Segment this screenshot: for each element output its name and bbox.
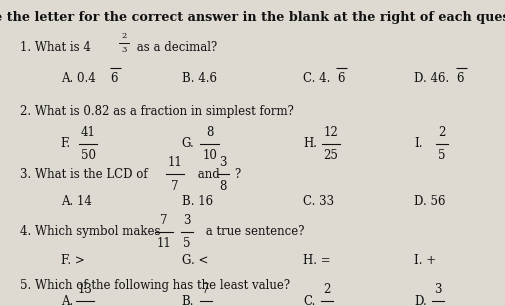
Text: 41: 41: [81, 126, 96, 139]
Text: D. 46.: D. 46.: [414, 72, 449, 84]
Text: 2: 2: [122, 32, 127, 40]
Text: H.: H.: [303, 137, 317, 150]
Text: Write the letter for the correct answer in the blank at the right of each questi: Write the letter for the correct answer …: [0, 11, 505, 24]
Text: I.: I.: [414, 137, 423, 150]
Text: 8: 8: [220, 180, 227, 192]
Text: and: and: [194, 168, 223, 181]
Text: 3: 3: [220, 156, 227, 169]
Text: 4. Which symbol makes: 4. Which symbol makes: [20, 225, 165, 238]
Text: A. 14: A. 14: [61, 196, 91, 208]
Text: 6: 6: [337, 72, 344, 84]
Text: D. 56: D. 56: [414, 196, 445, 208]
Text: 50: 50: [81, 149, 96, 162]
Text: B. 4.6: B. 4.6: [182, 72, 217, 84]
Text: 5: 5: [183, 237, 190, 250]
Text: C.: C.: [303, 295, 316, 306]
Text: 1. What is 4: 1. What is 4: [20, 41, 91, 54]
Text: 2: 2: [438, 126, 445, 139]
Text: 7: 7: [203, 283, 210, 296]
Text: G. <: G. <: [182, 254, 208, 267]
Text: 2: 2: [324, 283, 331, 296]
Text: 8: 8: [206, 126, 213, 139]
Text: 6: 6: [110, 72, 118, 84]
Text: 5. Which of the following has the least value?: 5. Which of the following has the least …: [20, 279, 290, 292]
Text: 2. What is 0.82 as a fraction in simplest form?: 2. What is 0.82 as a fraction in simples…: [20, 105, 294, 118]
Text: D.: D.: [414, 295, 427, 306]
Text: 7: 7: [160, 214, 167, 226]
Text: A. 0.4: A. 0.4: [61, 72, 95, 84]
Text: I. +: I. +: [414, 254, 436, 267]
Text: ?: ?: [234, 168, 240, 181]
Text: C. 4.: C. 4.: [303, 72, 330, 84]
Text: 3. What is the LCD of: 3. What is the LCD of: [20, 168, 152, 181]
Text: 25: 25: [323, 149, 338, 162]
Text: F. >: F. >: [61, 254, 84, 267]
Text: G.: G.: [182, 137, 194, 150]
Text: 11: 11: [167, 156, 182, 169]
Text: B. 16: B. 16: [182, 196, 213, 208]
Text: 11: 11: [156, 237, 171, 250]
Text: 7: 7: [171, 180, 178, 192]
Text: as a decimal?: as a decimal?: [133, 41, 218, 54]
Text: A.: A.: [61, 295, 73, 306]
Text: 13: 13: [77, 283, 92, 296]
Text: 5: 5: [438, 149, 445, 162]
Text: C. 33: C. 33: [303, 196, 334, 208]
Text: 3: 3: [183, 214, 190, 226]
Text: 3: 3: [435, 283, 442, 296]
Text: F.: F.: [61, 137, 71, 150]
Text: 3: 3: [122, 46, 127, 54]
Text: H. =: H. =: [303, 254, 331, 267]
Text: 12: 12: [323, 126, 338, 139]
Text: B.: B.: [182, 295, 194, 306]
Text: 10: 10: [202, 149, 217, 162]
Text: a true sentence?: a true sentence?: [202, 225, 305, 238]
Text: 6: 6: [456, 72, 464, 84]
